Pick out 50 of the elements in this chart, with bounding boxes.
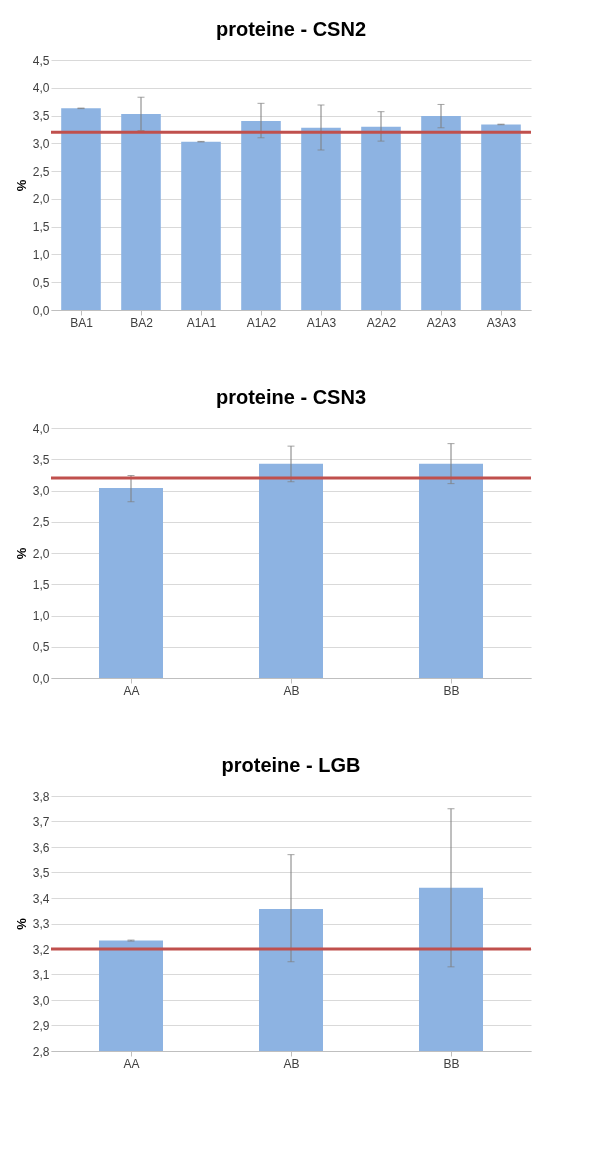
y-axis-title: %: [13, 547, 29, 560]
y-tick-label: 3,6: [32, 840, 50, 855]
x-tick-label: BA2: [130, 315, 154, 330]
y-tick-label: 3,8: [32, 789, 50, 804]
y-tick-label: 3,0: [32, 136, 50, 151]
y-tick-label: 3,7: [32, 815, 50, 829]
y-tick-label: 4,5: [32, 53, 50, 68]
x-tick-label: AA: [123, 1056, 140, 1071]
y-tick-label: 0,0: [32, 671, 50, 686]
y-tick-label: 2,0: [32, 546, 50, 561]
y-tick-label: 3,1: [32, 968, 50, 982]
y-tick-label: 1,5: [32, 220, 50, 235]
y-tick-label: 3,3: [32, 917, 50, 931]
y-tick-label: 2,0: [32, 192, 50, 207]
y-axis-title: %: [13, 917, 29, 930]
y-tick-label: 2,8: [32, 1044, 50, 1059]
x-tick-label: A1A2: [246, 315, 277, 330]
x-tick-label: BA1: [70, 315, 94, 330]
y-tick-label: 1,0: [32, 609, 50, 623]
y-tick-label: 1,5: [32, 577, 50, 592]
chart-title: proteine - CSN3: [215, 386, 367, 408]
y-tick-label: 3,5: [32, 866, 50, 880]
x-tick-label: BB: [443, 683, 460, 698]
y-tick-label: 3,2: [32, 942, 50, 957]
x-tick-label: A2A3: [426, 315, 457, 330]
y-tick-label: 3,5: [32, 452, 50, 467]
x-tick-label: A3A3: [486, 315, 517, 330]
x-tick-label: AB: [283, 683, 300, 698]
x-tick-label: AA: [123, 683, 140, 698]
y-tick-label: 2,5: [32, 164, 50, 179]
y-tick-label: 2,9: [32, 1019, 50, 1033]
y-axis-title: %: [13, 179, 29, 192]
x-tick-label: A1A1: [186, 315, 217, 330]
y-tick-label: 0,5: [32, 640, 50, 655]
chart-title: proteine - CSN2: [215, 18, 367, 40]
y-tick-label: 3,0: [32, 484, 50, 498]
y-tick-label: 3,5: [32, 109, 50, 124]
x-tick-label: A2A2: [366, 315, 397, 330]
x-tick-label: A1A3: [306, 315, 337, 330]
y-tick-label: 2,5: [32, 515, 50, 530]
chart-title: proteine - LGB: [221, 754, 361, 776]
y-tick-label: 3,4: [32, 891, 50, 906]
y-tick-label: 0,0: [32, 303, 50, 318]
y-tick-label: 1,0: [32, 247, 50, 262]
x-tick-label: BB: [443, 1056, 460, 1071]
y-tick-label: 3,0: [32, 993, 50, 1008]
y-tick-label: 0,5: [32, 275, 50, 290]
x-tick-label: AB: [283, 1056, 300, 1071]
y-tick-label: 4,0: [32, 421, 50, 436]
y-tick-label: 4,0: [32, 81, 50, 96]
